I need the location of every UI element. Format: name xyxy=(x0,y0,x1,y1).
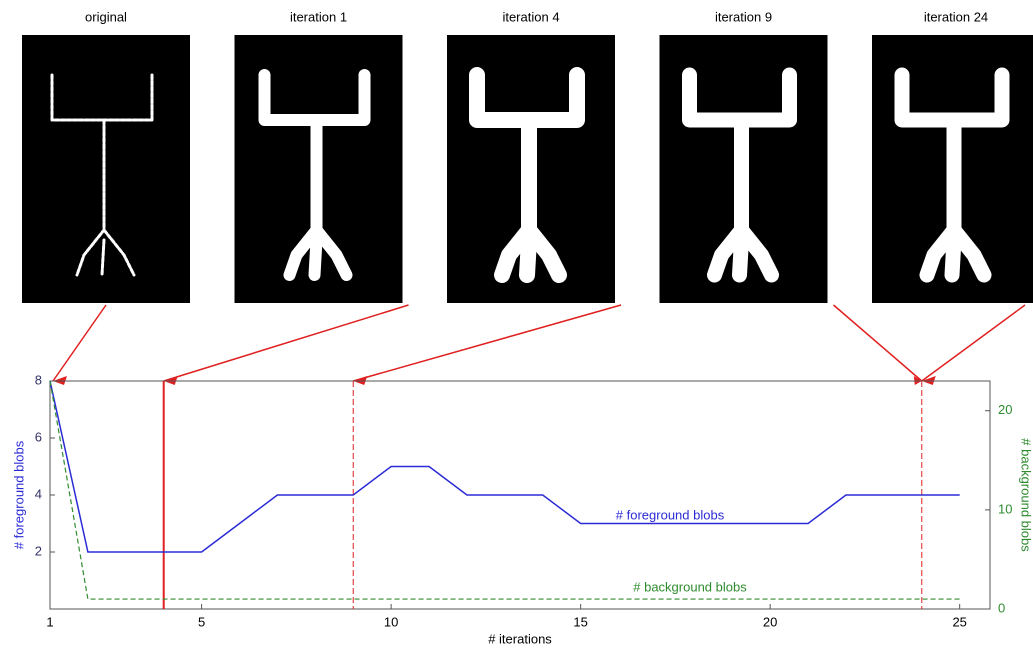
x-axis-label: # iterations xyxy=(488,631,552,646)
x-tick-label: 20 xyxy=(763,614,777,629)
y2-tick-label: 10 xyxy=(998,501,1012,516)
series-line xyxy=(50,381,960,599)
panel-image xyxy=(22,35,190,303)
arrow xyxy=(922,305,1025,381)
series-label: # foreground blobs xyxy=(616,507,725,522)
y-tick-label: 8 xyxy=(35,372,42,387)
panel-title: iteration 1 xyxy=(290,9,347,24)
x-tick-label: 5 xyxy=(198,614,205,629)
figure: original iteration 1 iteration 4 iteration … xyxy=(0,0,1033,653)
panel-title: iteration 4 xyxy=(502,9,559,24)
y2-tick-label: 20 xyxy=(998,402,1012,417)
y-tick-label: 6 xyxy=(35,429,42,444)
x-tick-label: 10 xyxy=(384,614,398,629)
y2-axis-label: # background blobs xyxy=(1019,438,1033,552)
arrow xyxy=(834,305,922,381)
y2-tick-label: 0 xyxy=(998,600,1005,615)
x-tick-label: 25 xyxy=(952,614,966,629)
y-tick-label: 4 xyxy=(35,486,42,501)
arrow xyxy=(353,305,621,381)
y-tick-label: 2 xyxy=(35,543,42,558)
panel-title: original xyxy=(85,9,127,24)
x-tick-label: 1 xyxy=(46,614,53,629)
panel-title: iteration 9 xyxy=(715,9,772,24)
arrow xyxy=(53,305,106,381)
arrow xyxy=(164,305,409,381)
series-line xyxy=(50,381,960,552)
panel-title: iteration 24 xyxy=(924,9,988,24)
series-label: # background blobs xyxy=(633,579,747,594)
x-tick-label: 15 xyxy=(573,614,587,629)
y-axis-label: # foreground blobs xyxy=(11,440,26,549)
